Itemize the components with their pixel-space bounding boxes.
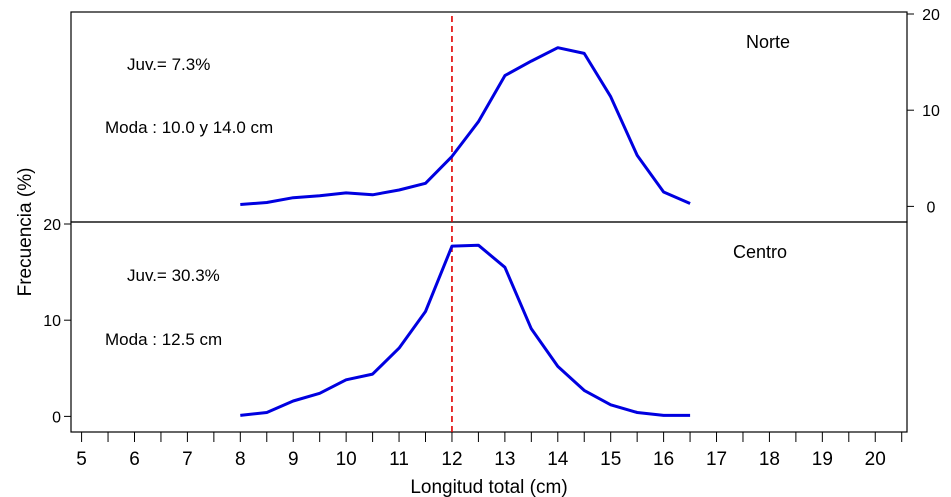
annotation-moda-norte: Moda : 10.0 y 14.0 cm (105, 118, 273, 137)
x-tick-label-6: 6 (129, 449, 140, 470)
annotation-moda-centro: Moda : 12.5 cm (105, 330, 222, 349)
x-tick-label-19: 19 (812, 449, 833, 470)
x-tick-label-7: 7 (182, 449, 193, 470)
annotation-juv-centro: Juv.= 30.3% (127, 266, 220, 285)
region-label-centro: Centro (733, 242, 787, 262)
y-tick-label-right-20: 20 (922, 7, 940, 24)
y-tick-label-left-0: 0 (52, 409, 61, 426)
x-tick-label-20: 20 (865, 449, 886, 470)
x-tick-label-18: 18 (759, 449, 780, 470)
x-tick-label-13: 13 (494, 449, 515, 470)
x-tick-label-5: 5 (76, 449, 87, 470)
x-tick-label-12: 12 (441, 449, 462, 470)
x-axis-label: Longitud total (cm) (410, 477, 567, 497)
y-tick-label-left-20: 20 (43, 217, 61, 234)
annotation-juv-norte: Juv.= 7.3% (127, 55, 210, 74)
x-tick-label-15: 15 (600, 449, 621, 470)
y-tick-label-left-10: 10 (43, 313, 61, 330)
x-tick-label-10: 10 (336, 449, 357, 470)
axis-ticks (64, 13, 914, 442)
x-tick-label-8: 8 (235, 449, 246, 470)
bottom-panel-frame (70, 221, 908, 433)
region-label-norte: Norte (746, 32, 790, 52)
series-line-centro (240, 243, 691, 417)
tick-labels: 0 10 20 0 10 20 5 6 7 8 9 10 11 12 13 14 15 16 17 18 19 20 (43, 7, 940, 470)
y-tick-label-right-0: 0 (927, 199, 936, 216)
x-tick-label-9: 9 (288, 449, 299, 470)
x-tick-label-16: 16 (653, 449, 674, 470)
series-line-norte (240, 46, 691, 206)
y-tick-label-right-10: 10 (922, 103, 940, 120)
y-axis-label: Frecuencia (%) (15, 168, 36, 297)
x-tick-label-14: 14 (547, 449, 569, 470)
x-tick-label-11: 11 (389, 449, 409, 470)
x-tick-label-17: 17 (706, 449, 727, 470)
